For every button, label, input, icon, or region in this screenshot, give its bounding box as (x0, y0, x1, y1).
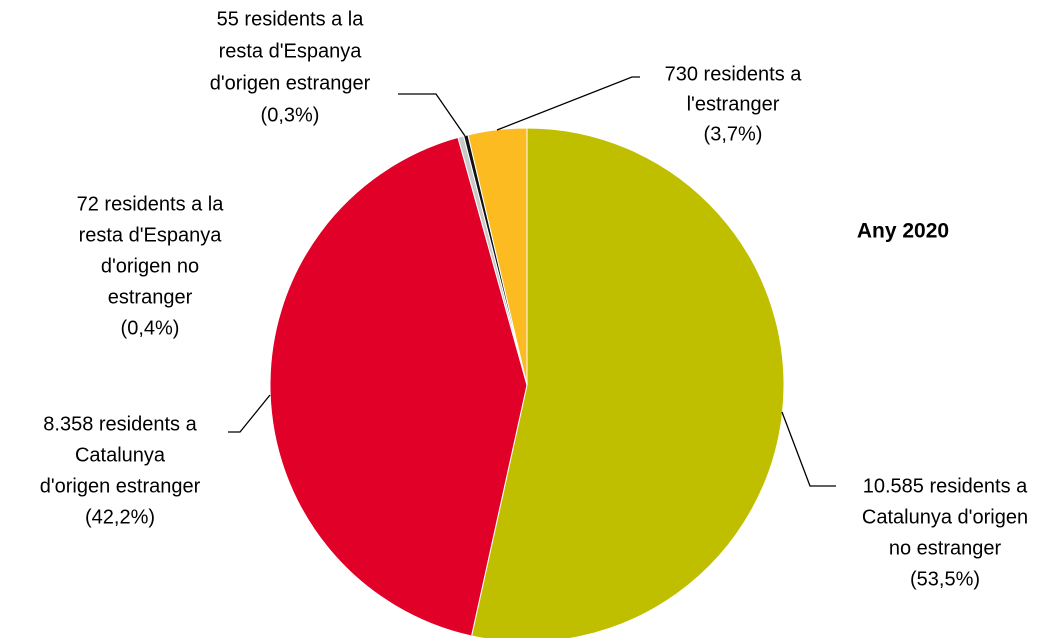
leader-line (781, 411, 836, 487)
slice-label: 55 residents a la (217, 8, 365, 30)
slice-label: 8.358 residents a (43, 413, 197, 435)
slice-label: 730 residents a (665, 63, 803, 85)
slice-label: (42,2%) (85, 506, 155, 528)
leader-line (228, 394, 271, 433)
slice-label: d'origen estranger (40, 475, 201, 497)
slice-label: (53,5%) (910, 568, 980, 590)
leader-line (496, 76, 640, 131)
slice-label: d'origen no (101, 255, 199, 277)
slice-label: d'origen estranger (210, 72, 371, 94)
slice-label: no estranger (889, 537, 1002, 559)
slice-label: (3,7%) (704, 123, 763, 145)
slice-label: 10.585 residents a (863, 475, 1028, 497)
slice-label: 72 residents a la (77, 193, 225, 215)
slice-label: resta d'Espanya (219, 40, 363, 62)
slice-label: Catalunya (75, 444, 166, 466)
slice-label: l'estranger (687, 93, 780, 115)
chart-title: Any 2020 (857, 220, 949, 243)
slice-label: (0,3%) (261, 104, 320, 126)
slice-label: Catalunya d'origen (862, 506, 1028, 528)
pie-slice (269, 136, 528, 637)
slice-label: estranger (108, 286, 193, 308)
leader-line (398, 93, 466, 137)
slice-label: resta d'Espanya (79, 224, 223, 246)
slice-label: (0,4%) (121, 317, 180, 339)
